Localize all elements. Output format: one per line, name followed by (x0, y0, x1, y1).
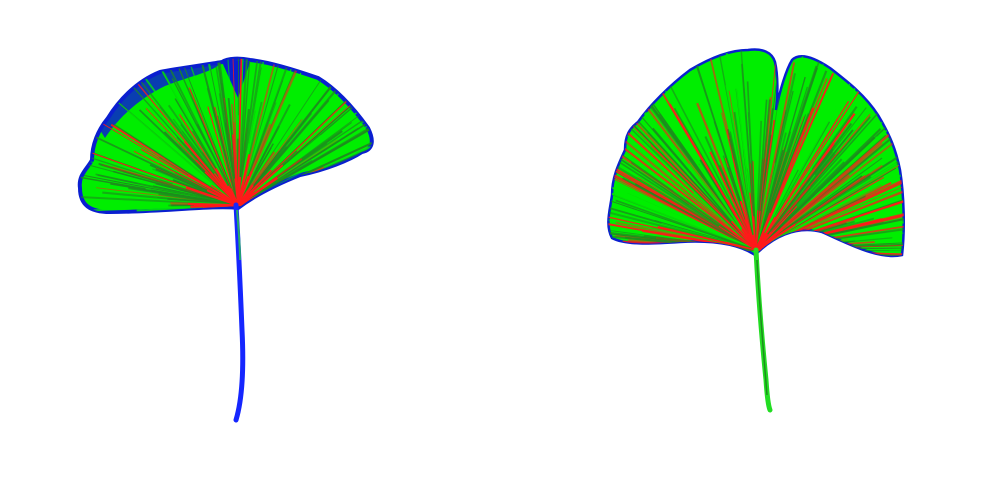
vein-streak (650, 144, 757, 251)
vein-streak (237, 73, 351, 206)
vein-streak (236, 58, 250, 206)
vein-core (204, 171, 239, 206)
leaf-left-figure (77, 56, 374, 423)
leaf-right-svg (607, 48, 905, 413)
vein-streak (237, 58, 244, 206)
vein-streak (237, 203, 372, 212)
vein-core (725, 241, 757, 251)
vein-streak (725, 85, 757, 251)
vein-streak (237, 204, 309, 209)
vein-streak (755, 248, 904, 256)
vein-streak (237, 204, 372, 212)
vein-streak (755, 245, 843, 251)
leaf-right-figure (500, 0, 1000, 501)
vein-core (755, 210, 761, 251)
vein-streak (100, 195, 239, 206)
vein-streak (176, 58, 239, 206)
vein-streak (237, 198, 372, 206)
vein-streak (185, 58, 239, 206)
vein-core (213, 172, 239, 206)
vein-streak (96, 83, 239, 206)
vein-streak (237, 204, 314, 208)
vein-streak (215, 66, 239, 206)
vein-streak (626, 193, 757, 251)
vein-streak (237, 204, 346, 208)
vein-streak (621, 137, 757, 251)
vein-streak (237, 204, 372, 212)
vein-streak (237, 72, 302, 206)
vein-streak (647, 131, 757, 251)
vein-streak (237, 58, 266, 206)
vein-streak (729, 131, 757, 251)
vein-streak (237, 203, 368, 206)
vein-streak (755, 161, 845, 251)
vein-streak (237, 197, 350, 206)
vein-core (236, 176, 242, 206)
vein-core (206, 189, 239, 206)
vein-streak (755, 113, 871, 251)
leaf-right-petiole-shade (756, 259, 768, 396)
vein-streak (755, 123, 853, 251)
vein-streak (237, 203, 317, 208)
vein-streak (237, 203, 372, 206)
vein-streak (237, 204, 371, 212)
vein-core (753, 216, 757, 251)
vein-core (718, 225, 757, 251)
vein-streak (237, 204, 372, 212)
leaf-left-petiole-highlight (236, 209, 241, 261)
vein-streak (755, 49, 807, 251)
vein-core (188, 202, 239, 206)
vein-streak (608, 155, 757, 251)
vein-streak (622, 177, 757, 251)
vein-streak (188, 87, 239, 206)
vein-core (726, 198, 757, 251)
vein-streak (237, 203, 333, 206)
leaf-left-petiole (233, 202, 246, 423)
vein-core (730, 220, 757, 251)
vein-streak (237, 201, 372, 206)
vein-core (718, 220, 757, 251)
vein-core (237, 175, 250, 206)
vein-streak (608, 178, 757, 251)
vein-core (236, 154, 251, 206)
vein-streak (237, 204, 352, 211)
vein-streak (654, 57, 757, 251)
vein-core (755, 228, 784, 251)
vein-streak (237, 204, 339, 207)
vein-streak (97, 174, 239, 206)
vein-streak (237, 204, 367, 207)
vein-streak (110, 183, 239, 206)
vein-streak (755, 62, 796, 251)
leaf-left-svg (77, 56, 374, 423)
vein-streak (755, 247, 854, 251)
vein-core (755, 249, 803, 254)
vein-streak (237, 204, 308, 212)
vein-streak (237, 197, 353, 206)
vein-streak (721, 112, 757, 251)
vein-core (237, 169, 272, 206)
vein-streak (752, 72, 758, 251)
vein-core (755, 228, 769, 251)
vein-streak (755, 86, 863, 251)
vein-core (747, 233, 757, 251)
vein-streak (755, 50, 824, 251)
vein-streak (635, 247, 757, 251)
vein-streak (615, 199, 757, 251)
vein-streak (237, 199, 351, 206)
vein-streak (191, 58, 239, 206)
vein-core (755, 212, 771, 251)
vein-streak (165, 61, 239, 206)
vein-core (739, 200, 758, 251)
vein-streak (237, 198, 372, 206)
vein-streak (630, 161, 757, 251)
vein-streak (755, 249, 904, 252)
